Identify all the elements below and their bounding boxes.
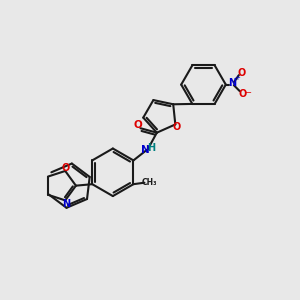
Text: O: O xyxy=(173,122,181,132)
Text: CH₃: CH₃ xyxy=(142,178,157,187)
Text: N: N xyxy=(62,199,70,209)
Text: N: N xyxy=(228,78,236,88)
Text: O: O xyxy=(62,163,70,173)
Text: O: O xyxy=(133,120,142,130)
Text: H: H xyxy=(147,143,155,153)
Text: N: N xyxy=(141,145,149,154)
Text: −: − xyxy=(244,88,251,98)
Text: O: O xyxy=(238,68,246,78)
Text: +: + xyxy=(234,75,240,81)
Text: O: O xyxy=(238,88,246,98)
